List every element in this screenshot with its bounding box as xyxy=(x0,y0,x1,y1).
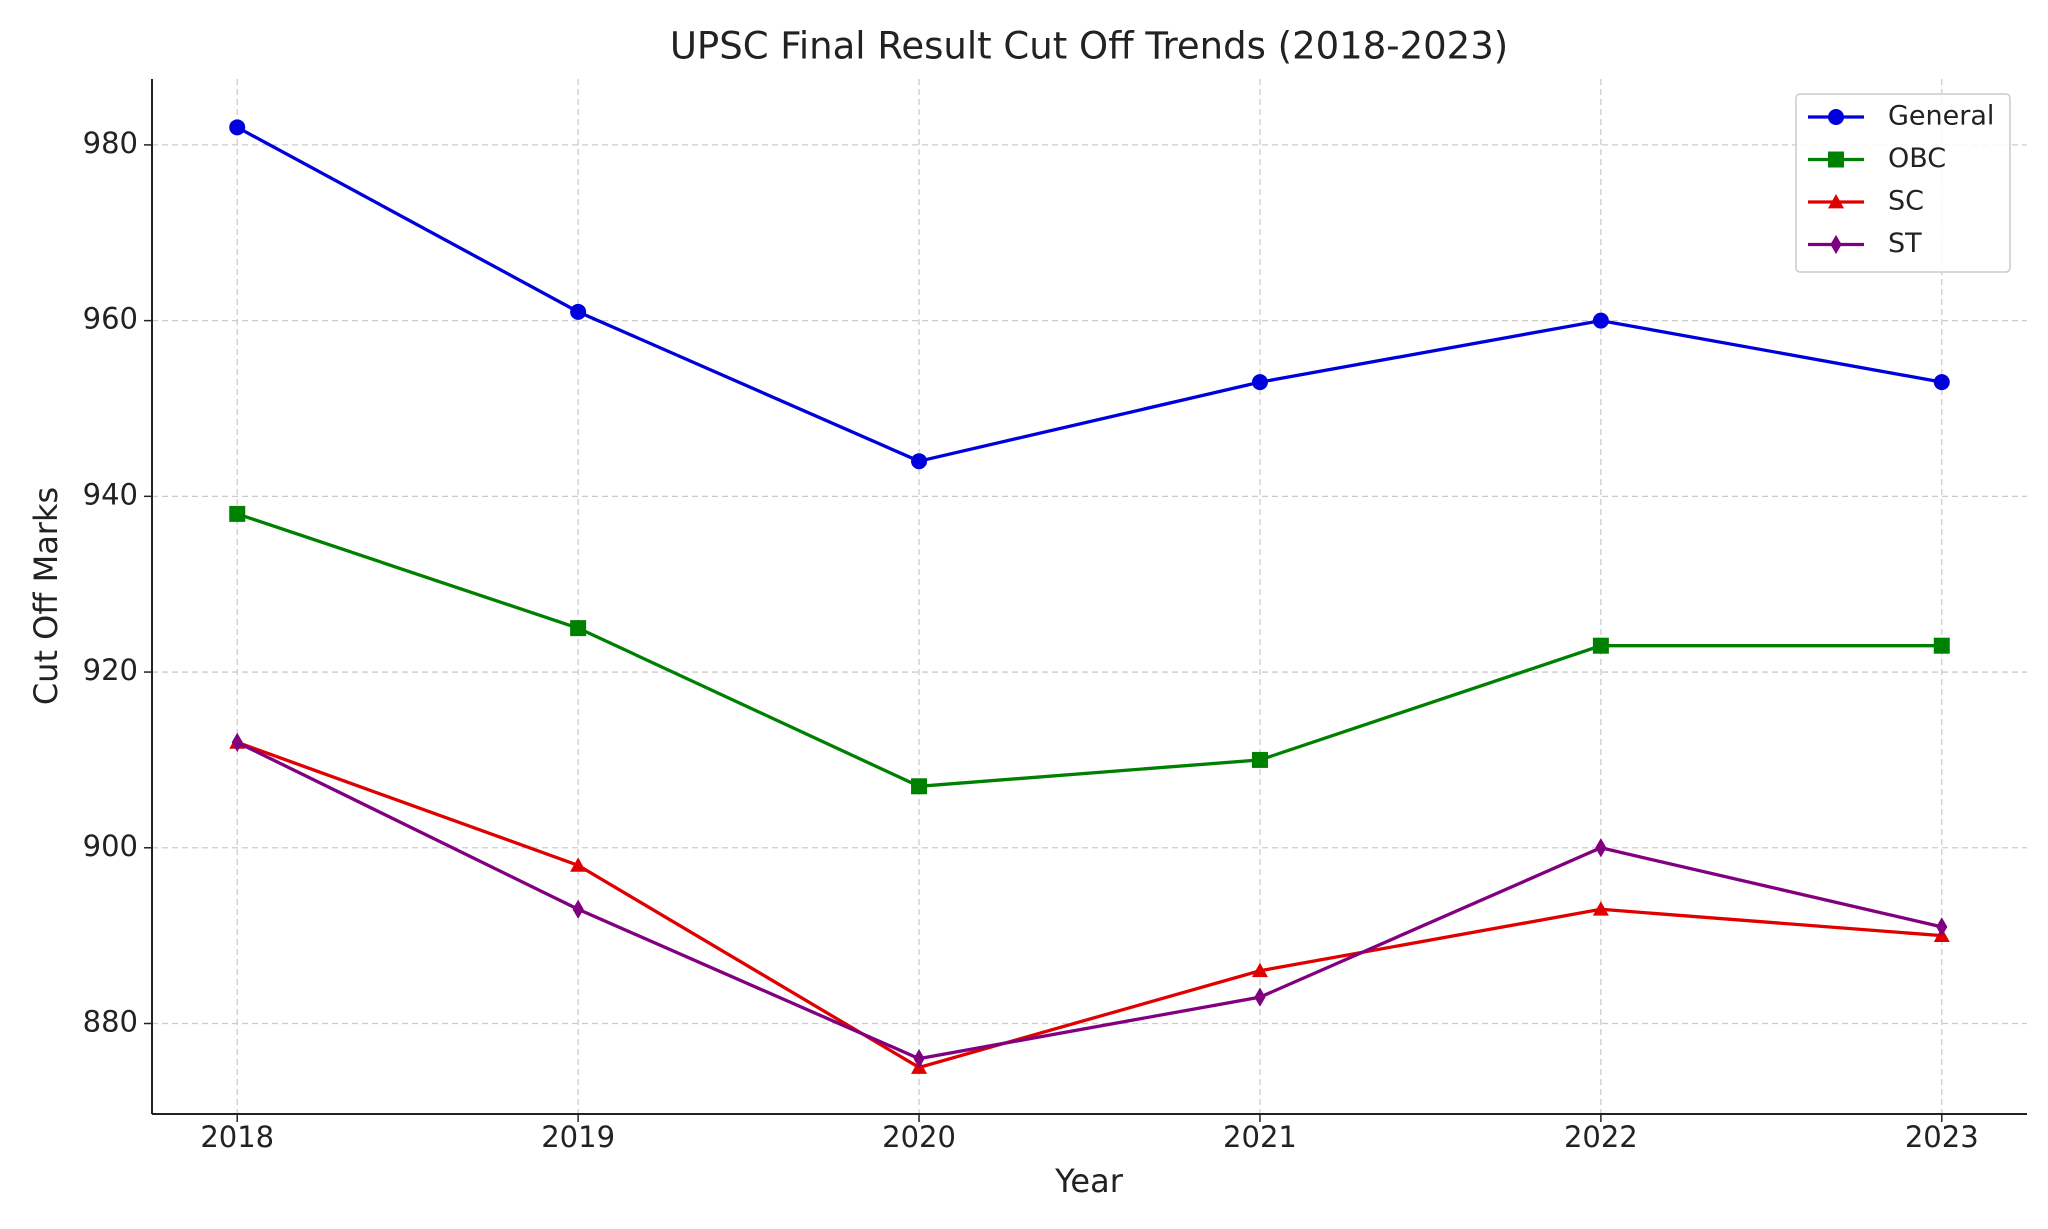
marker xyxy=(1933,374,1950,391)
marker xyxy=(572,899,584,919)
marker xyxy=(1251,962,1268,978)
marker xyxy=(1936,917,1948,937)
series-line xyxy=(236,740,1943,1061)
marker xyxy=(1830,234,1842,255)
marker xyxy=(911,778,928,795)
marker xyxy=(1251,751,1268,768)
x-tick-label: 2021 xyxy=(1223,1120,1297,1154)
marker xyxy=(1592,312,1609,329)
x-tick-label: 2019 xyxy=(541,1120,615,1154)
chart-title: UPSC Final Result Cut Off Trends (2018-2… xyxy=(670,25,1508,68)
x-axis-label: Year xyxy=(1054,1162,1124,1200)
x-tick-label: 2022 xyxy=(1564,1120,1638,1154)
x-tick-label: 2018 xyxy=(200,1120,274,1154)
marker xyxy=(1592,901,1609,916)
legend-label: General xyxy=(1888,101,1994,132)
marker xyxy=(1254,987,1266,1007)
marker xyxy=(570,857,587,872)
series-line xyxy=(236,740,1942,1070)
marker xyxy=(911,453,928,470)
marker xyxy=(570,620,587,637)
x-tick-label: 2020 xyxy=(882,1120,956,1154)
series-line xyxy=(236,512,1942,788)
y-tick-label: 900 xyxy=(83,829,138,863)
y-tick-label: 980 xyxy=(83,126,138,160)
y-tick-label: 940 xyxy=(83,477,138,511)
series-line xyxy=(236,125,1943,463)
y-tick-label: 960 xyxy=(83,302,138,336)
marker xyxy=(231,732,243,752)
marker xyxy=(913,1049,925,1069)
marker xyxy=(1595,838,1607,858)
marker xyxy=(1592,637,1609,654)
x-tick-label: 2023 xyxy=(1905,1120,1979,1154)
y-tick-label: 920 xyxy=(83,653,138,687)
y-tick-label: 880 xyxy=(83,1005,138,1039)
marker xyxy=(229,505,246,522)
legend-label: OBC xyxy=(1888,143,1946,174)
marker xyxy=(1828,194,1844,209)
legend-box xyxy=(1795,93,2011,273)
marker xyxy=(1828,151,1844,168)
y-axis-label: Cut Off Marks xyxy=(27,487,65,705)
marker xyxy=(1828,109,1844,125)
legend-label: SC xyxy=(1888,186,1924,217)
legend-label: ST xyxy=(1888,228,1922,259)
marker xyxy=(229,119,246,136)
marker xyxy=(1251,374,1268,391)
marker xyxy=(1933,637,1950,654)
marker xyxy=(570,303,587,320)
